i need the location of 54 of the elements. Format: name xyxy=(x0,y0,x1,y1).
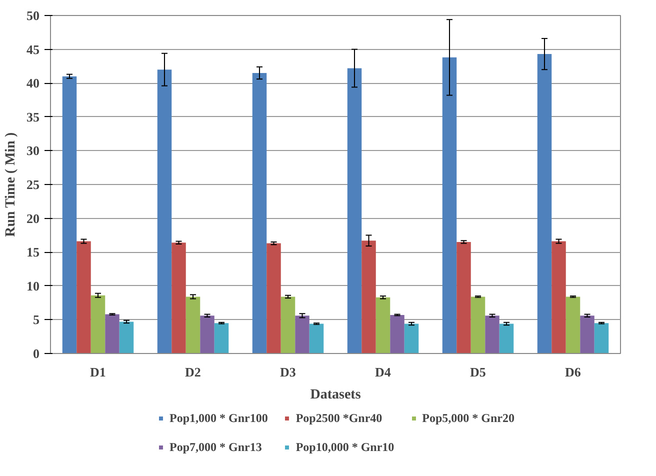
bar xyxy=(157,70,172,354)
bar xyxy=(470,296,486,354)
bar xyxy=(266,243,281,354)
bar xyxy=(280,296,296,354)
bar xyxy=(485,316,500,354)
bar xyxy=(566,296,580,354)
bar xyxy=(362,240,376,354)
y-tick-label: 50 xyxy=(26,8,40,23)
bar xyxy=(537,54,552,354)
bar xyxy=(499,324,514,354)
bar xyxy=(90,295,106,354)
legend-label: Pop1,000 * Gnr100 xyxy=(169,410,268,426)
bar xyxy=(404,324,419,354)
y-tick-label: 40 xyxy=(26,76,40,91)
y-tick-label: 0 xyxy=(33,346,40,361)
bar xyxy=(186,296,200,354)
bar xyxy=(376,297,390,354)
legend-label: Pop5,000 * Gnr20 xyxy=(422,410,515,426)
bar xyxy=(456,242,471,354)
bar xyxy=(594,323,609,354)
y-tick-label: 45 xyxy=(26,42,40,57)
x-axis-title: Datasets xyxy=(310,388,362,402)
legend-label: Pop7,000 * Gnr13 xyxy=(169,440,262,454)
x-tick-label: D6 xyxy=(565,364,582,380)
y-tick-label: 10 xyxy=(26,278,40,294)
y-axis-title: Run Time ( Min ) xyxy=(4,132,18,237)
y-tick-label: 5 xyxy=(33,312,40,328)
x-tick-label: D2 xyxy=(185,364,201,380)
bar xyxy=(252,72,267,354)
bar xyxy=(76,241,91,354)
bar xyxy=(552,241,566,354)
legend-label: Pop10,000 * Gnr10 xyxy=(296,440,394,454)
legend-label: Pop2500 *Gnr40 xyxy=(296,410,382,426)
bar xyxy=(172,242,186,354)
x-tick-label: D1 xyxy=(90,364,106,380)
bar xyxy=(295,316,310,354)
bar xyxy=(119,322,134,354)
y-tick-label: 35 xyxy=(26,109,40,124)
y-tick-label: 25 xyxy=(26,177,40,192)
bar xyxy=(62,76,77,354)
bar xyxy=(347,68,362,354)
bar xyxy=(105,314,120,354)
bar xyxy=(309,324,324,354)
x-tick-label: D5 xyxy=(470,364,486,380)
bar xyxy=(580,316,594,354)
bar xyxy=(214,323,229,354)
x-tick-label: D3 xyxy=(280,364,296,380)
y-tick-label: 15 xyxy=(26,244,40,260)
x-tick-label: D4 xyxy=(375,364,392,380)
bar xyxy=(200,316,214,354)
y-tick-label: 30 xyxy=(26,143,40,158)
bar xyxy=(390,314,404,354)
bar xyxy=(442,57,457,354)
y-tick-label: 20 xyxy=(26,210,40,226)
